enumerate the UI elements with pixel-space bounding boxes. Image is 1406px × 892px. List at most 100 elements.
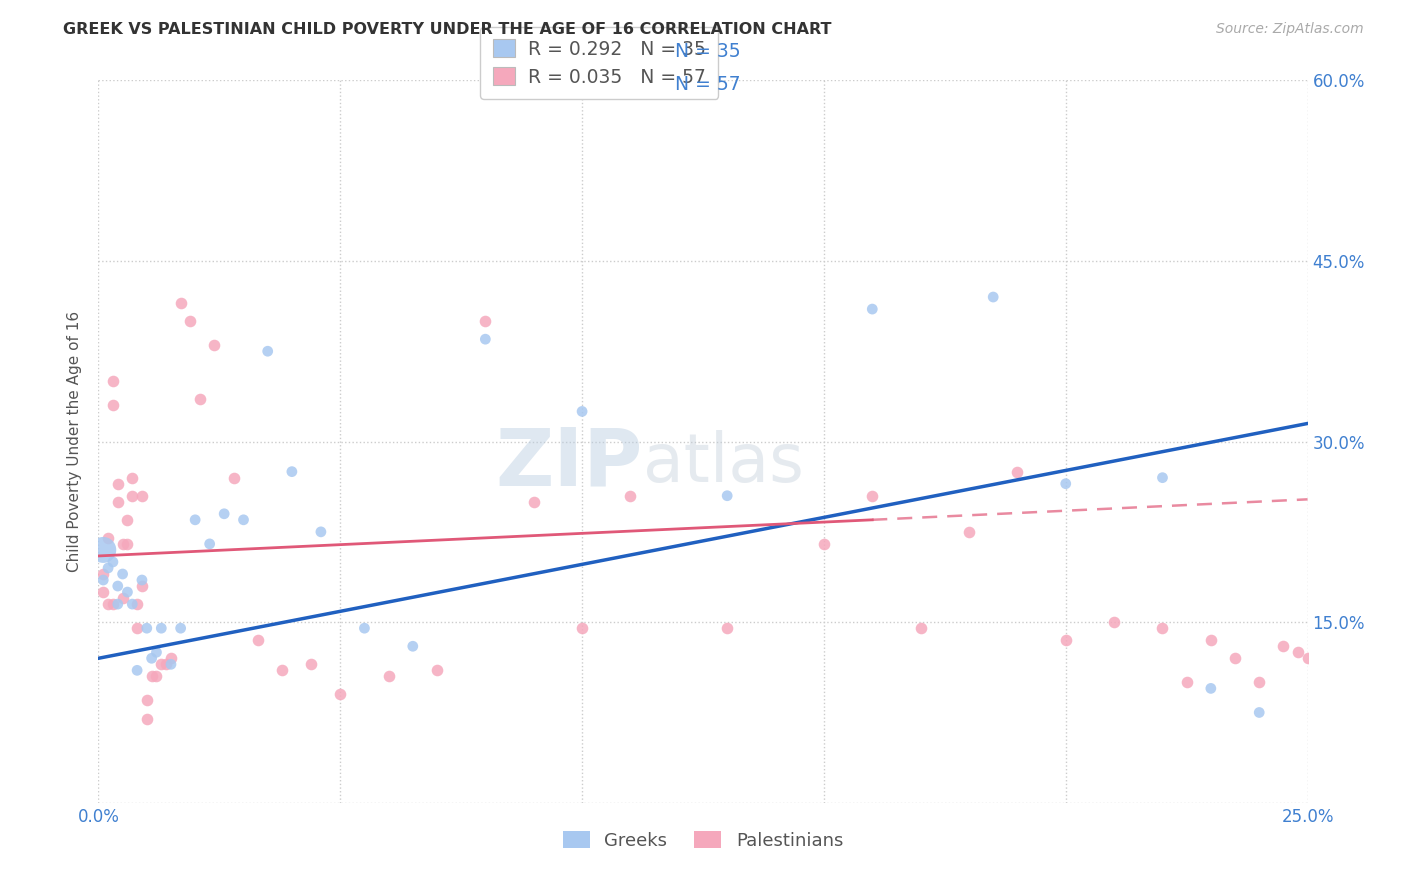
Point — [1152, 470, 1174, 484]
Text: GREEK VS PALESTINIAN CHILD POVERTY UNDER THE AGE OF 16 CORRELATION CHART: GREEK VS PALESTINIAN CHILD POVERTY UNDER… — [63, 22, 832, 37]
Point — [1152, 621, 1174, 635]
Point — [1286, 645, 1309, 659]
Point — [107, 597, 129, 611]
Point — [160, 651, 183, 665]
Point — [1007, 465, 1029, 479]
Point — [97, 597, 120, 611]
Point — [860, 301, 883, 317]
Point — [232, 513, 254, 527]
Point — [155, 657, 177, 672]
Text: atlas: atlas — [643, 430, 803, 496]
Point — [121, 489, 143, 503]
Point — [981, 290, 1004, 304]
Point — [169, 296, 191, 310]
Point — [127, 621, 149, 635]
Point — [1272, 639, 1295, 653]
Point — [141, 669, 163, 683]
Point — [141, 651, 163, 665]
Y-axis label: Child Poverty Under the Age of 16: Child Poverty Under the Age of 16 — [67, 311, 83, 572]
Point — [97, 561, 120, 575]
Point — [145, 669, 167, 683]
Point — [353, 621, 375, 635]
Text: Source: ZipAtlas.com: Source: ZipAtlas.com — [1216, 22, 1364, 37]
Point — [101, 555, 124, 569]
Point — [860, 489, 883, 503]
Point — [179, 314, 201, 328]
Point — [1102, 615, 1125, 630]
Point — [101, 398, 124, 412]
Point — [256, 344, 278, 359]
Point — [150, 621, 173, 635]
Point — [111, 567, 134, 582]
Point — [135, 712, 157, 726]
Text: ZIP: ZIP — [495, 425, 643, 502]
Point — [1223, 651, 1246, 665]
Point — [377, 669, 399, 683]
Point — [97, 531, 120, 545]
Point — [212, 507, 235, 521]
Text: N = 35: N = 35 — [675, 42, 741, 62]
Point — [910, 621, 932, 635]
Point — [1054, 476, 1077, 491]
Point — [1175, 675, 1198, 690]
Point — [1249, 706, 1271, 720]
Point — [222, 470, 245, 484]
Point — [1199, 681, 1222, 696]
Point — [271, 664, 294, 678]
Point — [91, 585, 114, 599]
Point — [474, 314, 496, 328]
Point — [131, 579, 153, 593]
Point — [121, 470, 143, 484]
Point — [150, 657, 173, 672]
Legend: Greeks, Palestinians: Greeks, Palestinians — [554, 822, 852, 859]
Point — [184, 513, 207, 527]
Point — [135, 693, 157, 707]
Point — [117, 513, 139, 527]
Text: N = 57: N = 57 — [675, 75, 741, 95]
Point — [299, 657, 322, 672]
Point — [160, 657, 183, 672]
Point — [309, 524, 332, 539]
Point — [169, 621, 191, 635]
Point — [716, 621, 738, 635]
Point — [571, 621, 593, 635]
Point — [329, 687, 352, 701]
Point — [619, 489, 641, 503]
Point — [117, 537, 139, 551]
Point — [111, 537, 134, 551]
Point — [474, 332, 496, 346]
Point — [188, 392, 211, 407]
Point — [91, 542, 114, 557]
Point — [281, 465, 304, 479]
Point — [204, 338, 226, 352]
Point — [1249, 675, 1271, 690]
Point — [523, 494, 546, 508]
Point — [131, 489, 153, 503]
Point — [402, 639, 425, 653]
Point — [117, 585, 139, 599]
Point — [91, 567, 114, 582]
Point — [91, 573, 114, 587]
Point — [107, 494, 129, 508]
Point — [101, 597, 124, 611]
Point — [135, 621, 157, 635]
Point — [145, 645, 167, 659]
Point — [131, 573, 153, 587]
Point — [1199, 633, 1222, 648]
Point — [198, 537, 221, 551]
Point — [1054, 633, 1077, 648]
Point — [957, 524, 980, 539]
Point — [101, 374, 124, 388]
Point — [111, 591, 134, 605]
Point — [127, 664, 149, 678]
Point — [813, 537, 835, 551]
Point — [716, 489, 738, 503]
Point — [426, 664, 449, 678]
Point — [247, 633, 270, 648]
Point — [127, 597, 149, 611]
Point — [571, 404, 593, 418]
Point — [121, 597, 143, 611]
Point — [107, 579, 129, 593]
Point — [107, 476, 129, 491]
Point — [1296, 651, 1319, 665]
